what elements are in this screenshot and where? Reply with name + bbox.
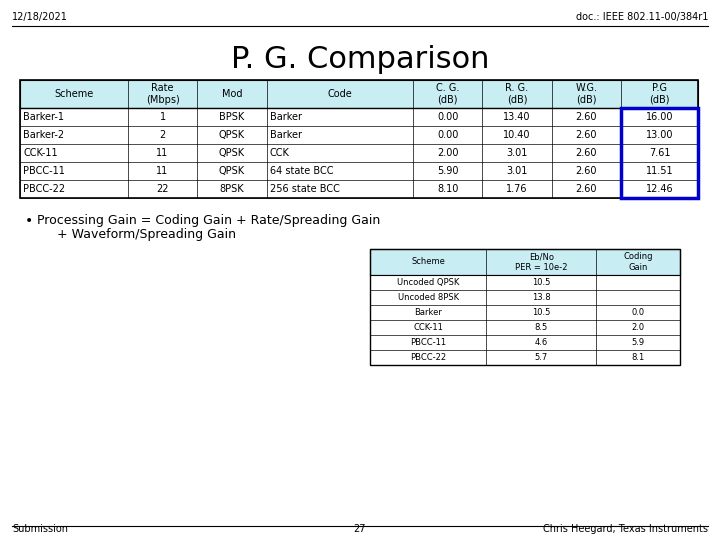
Bar [20, 126, 698, 144]
Text: 22: 22 [156, 184, 168, 194]
Text: 0.00: 0.00 [437, 130, 459, 140]
Text: 4.6: 4.6 [534, 338, 548, 347]
Bar [20, 162, 698, 180]
Text: 1: 1 [159, 112, 166, 122]
Text: PBCC-22: PBCC-22 [410, 353, 446, 362]
Text: 5.9: 5.9 [631, 338, 644, 347]
Text: 12/18/2021: 12/18/2021 [12, 12, 68, 22]
Text: BPSK: BPSK [220, 112, 245, 122]
Bar [370, 305, 680, 320]
Text: Uncoded 8PSK: Uncoded 8PSK [397, 293, 459, 302]
Text: 12.46: 12.46 [646, 184, 673, 194]
Text: PBCC-11: PBCC-11 [23, 166, 65, 176]
Text: 3.01: 3.01 [506, 148, 528, 158]
Text: doc.: IEEE 802.11-00/384r1: doc.: IEEE 802.11-00/384r1 [575, 12, 708, 22]
Text: 10.5: 10.5 [532, 308, 550, 317]
Text: QPSK: QPSK [219, 166, 245, 176]
Text: P. G. Comparison: P. G. Comparison [230, 45, 490, 75]
Text: 64 state BCC: 64 state BCC [269, 166, 333, 176]
Text: CCK-11: CCK-11 [413, 323, 443, 332]
Bar [20, 80, 698, 108]
Text: 8.1: 8.1 [631, 353, 644, 362]
Text: 1.76: 1.76 [506, 184, 528, 194]
Text: 2.00: 2.00 [437, 148, 459, 158]
Bar [370, 290, 680, 305]
Text: 2.60: 2.60 [575, 166, 597, 176]
Bar [20, 108, 698, 126]
Bar [370, 249, 680, 365]
Text: 0.0: 0.0 [631, 308, 644, 317]
Text: Barker: Barker [269, 112, 302, 122]
Text: Mod: Mod [222, 89, 242, 99]
Text: CCK: CCK [269, 148, 289, 158]
Text: 2.60: 2.60 [575, 112, 597, 122]
Bar [370, 335, 680, 350]
Text: Barker-2: Barker-2 [23, 130, 64, 140]
Text: 2: 2 [159, 130, 166, 140]
Text: Barker-1: Barker-1 [23, 112, 64, 122]
Text: W.G.
(dB): W.G. (dB) [575, 83, 598, 105]
Text: 0.00: 0.00 [437, 112, 459, 122]
Text: 2.60: 2.60 [575, 184, 597, 194]
Text: 13.00: 13.00 [646, 130, 673, 140]
Text: Uncoded QPSK: Uncoded QPSK [397, 278, 459, 287]
Text: 3.01: 3.01 [506, 166, 528, 176]
Text: C. G.
(dB): C. G. (dB) [436, 83, 459, 105]
Text: PBCC-22: PBCC-22 [23, 184, 65, 194]
Bar [370, 350, 680, 365]
Text: 2.60: 2.60 [575, 148, 597, 158]
Text: 11.51: 11.51 [646, 166, 673, 176]
Text: Code: Code [328, 89, 352, 99]
Text: 11: 11 [156, 148, 168, 158]
Bar [20, 80, 698, 198]
Text: 2.0: 2.0 [631, 323, 644, 332]
Text: 8.5: 8.5 [534, 323, 548, 332]
Text: 10.40: 10.40 [503, 130, 531, 140]
Text: CCK-11: CCK-11 [23, 148, 58, 158]
Text: Rate
(Mbps): Rate (Mbps) [145, 83, 179, 105]
Text: 13.40: 13.40 [503, 112, 531, 122]
Text: Barker: Barker [269, 130, 302, 140]
Text: + Waveform/Spreading Gain: + Waveform/Spreading Gain [57, 228, 236, 241]
Bar [20, 144, 698, 162]
Text: 5.7: 5.7 [534, 353, 548, 362]
Text: PBCC-11: PBCC-11 [410, 338, 446, 347]
Text: 2.60: 2.60 [575, 130, 597, 140]
Text: 13.8: 13.8 [532, 293, 551, 302]
Text: 10.5: 10.5 [532, 278, 550, 287]
Text: Scheme: Scheme [411, 258, 445, 267]
Text: Chris Heegard, Texas Instruments: Chris Heegard, Texas Instruments [543, 524, 708, 534]
Text: 8PSK: 8PSK [220, 184, 244, 194]
Text: QPSK: QPSK [219, 130, 245, 140]
Text: 256 state BCC: 256 state BCC [269, 184, 339, 194]
Bar [370, 320, 680, 335]
Text: P.G
(dB): P.G (dB) [649, 83, 670, 105]
Text: Scheme: Scheme [54, 89, 94, 99]
Text: Processing Gain = Coding Gain + Rate/Spreading Gain: Processing Gain = Coding Gain + Rate/Spr… [37, 214, 380, 227]
Text: 7.61: 7.61 [649, 148, 670, 158]
Text: 11: 11 [156, 166, 168, 176]
Text: 16.00: 16.00 [646, 112, 673, 122]
Text: Eb/No
PER = 10e-2: Eb/No PER = 10e-2 [515, 252, 567, 272]
Bar [20, 180, 698, 198]
Bar [370, 249, 680, 275]
Text: QPSK: QPSK [219, 148, 245, 158]
Text: 27: 27 [354, 524, 366, 534]
Text: Submission: Submission [12, 524, 68, 534]
Text: Barker: Barker [414, 308, 442, 317]
Text: R. G.
(dB): R. G. (dB) [505, 83, 528, 105]
Bar [621, 108, 698, 198]
Text: 5.90: 5.90 [437, 166, 459, 176]
Bar [370, 275, 680, 290]
Text: 8.10: 8.10 [437, 184, 459, 194]
Text: •: • [25, 214, 33, 228]
Text: Coding
Gain: Coding Gain [624, 252, 653, 272]
